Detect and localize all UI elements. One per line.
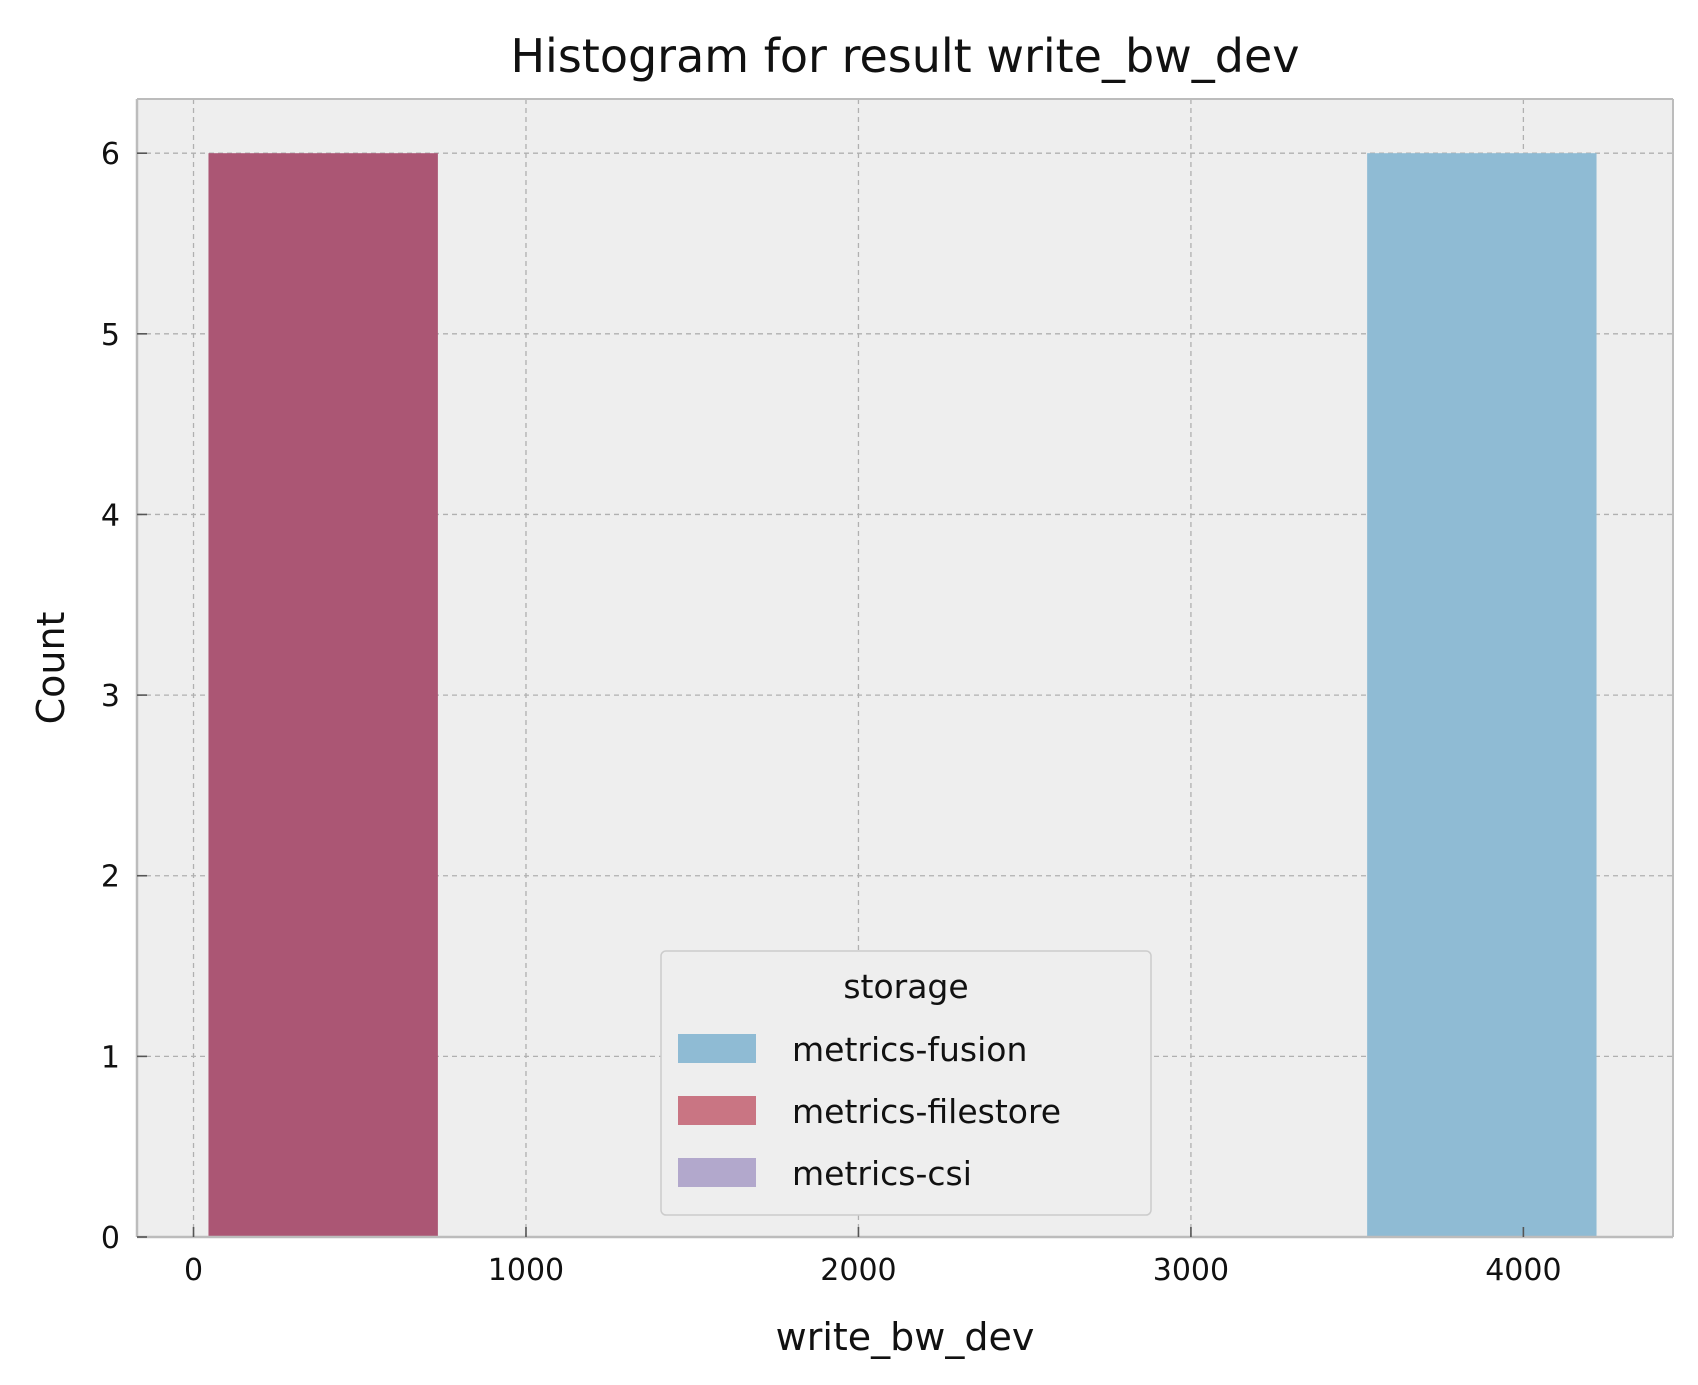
x-tick-label: 2000 [820,1253,896,1288]
bars [208,153,1597,1238]
chart-title: Histogram for result write_bw_dev [510,29,1299,83]
bar-metrics-filestore [208,153,438,1238]
y-tick-label: 3 [101,679,120,714]
x-tick-label: 1000 [488,1253,564,1288]
legend-swatch-metrics-fusion [678,1034,756,1063]
y-tick-label: 0 [101,1221,120,1256]
legend-swatch-metrics-csi [678,1158,756,1187]
x-tick-label: 3000 [1153,1253,1229,1288]
y-tick-label: 1 [101,1040,120,1075]
y-tick-label: 6 [101,137,120,172]
bar-metrics-fusion [1367,153,1597,1238]
y-tick-label: 2 [101,860,120,895]
x-tick-label: 0 [184,1253,203,1288]
legend-label-metrics-fusion: metrics-fusion [792,1030,1027,1069]
legend-box [660,950,1152,1216]
y-axis-label: Count [29,612,73,725]
legend: storage metrics-fusion metrics-filestore m… [660,950,1152,1216]
legend-title: storage [843,967,968,1006]
legend-label-metrics-csi: metrics-csi [792,1154,972,1193]
legend-swatch-metrics-filestore [678,1096,756,1125]
y-tick-label: 5 [101,318,120,353]
legend-label-metrics-filestore: metrics-filestore [792,1092,1061,1131]
y-tick-label: 4 [101,498,120,533]
x-tick-label: 4000 [1485,1253,1561,1288]
x-axis-label: write_bw_dev [776,1315,1035,1359]
axis-ticks: 0 1000 2000 3000 4000 0 1 2 3 4 5 6 [101,137,1562,1288]
